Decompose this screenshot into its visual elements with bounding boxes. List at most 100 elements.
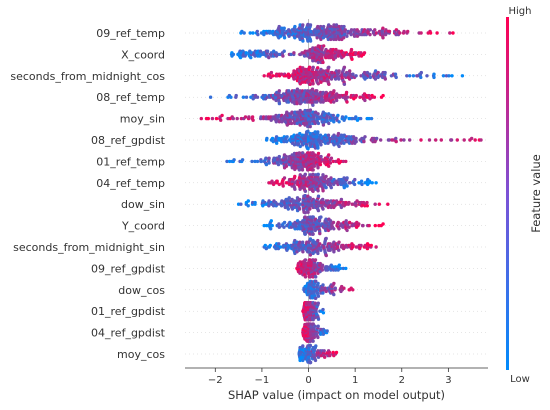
- shap-point: [455, 138, 459, 142]
- shap-point: [298, 108, 302, 113]
- shap-point: [345, 228, 349, 233]
- shap-point: [231, 52, 236, 57]
- shap-point: [323, 286, 327, 290]
- shap-point: [293, 36, 297, 40]
- shap-point: [329, 185, 333, 190]
- shap-point: [235, 116, 239, 121]
- shap-point: [308, 253, 313, 257]
- shap-point: [313, 258, 318, 262]
- shap-point: [332, 281, 336, 286]
- shap-point: [316, 151, 321, 156]
- feature-label: 04_ref_gpdist: [91, 327, 166, 340]
- shap-point: [344, 219, 348, 223]
- shap-point: [479, 138, 483, 142]
- shap-point: [298, 240, 302, 244]
- shap-point: [267, 161, 271, 165]
- shap-point: [269, 70, 274, 75]
- shap-point: [342, 185, 346, 190]
- feature-label: 09_ref_gpdist: [91, 262, 166, 275]
- shap-point: [219, 118, 223, 122]
- shap-point: [312, 335, 316, 340]
- shap-point: [278, 34, 283, 38]
- shap-point: [383, 70, 387, 75]
- shap-point: [323, 120, 327, 124]
- shap-point: [281, 184, 285, 188]
- shap-point: [323, 133, 328, 137]
- shap-point: [318, 162, 323, 167]
- shap-point: [308, 343, 312, 348]
- shap-point: [282, 176, 287, 180]
- shap-point: [300, 168, 305, 172]
- shap-point: [327, 112, 331, 116]
- shap-point: [315, 100, 319, 104]
- shap-point: [387, 138, 392, 142]
- shap-point: [368, 32, 372, 37]
- shap-point: [263, 243, 267, 248]
- shap-point: [243, 115, 248, 119]
- shap-point: [320, 268, 324, 272]
- shap-point: [301, 344, 305, 348]
- shap-point: [332, 292, 336, 297]
- shap-point: [337, 144, 341, 149]
- shap-point: [339, 205, 344, 210]
- shap-point: [301, 80, 305, 84]
- shap-point: [313, 358, 318, 363]
- shap-point: [287, 34, 291, 38]
- shap-point: [341, 159, 346, 164]
- shap-point: [402, 138, 406, 142]
- shap-point: [336, 220, 340, 225]
- shap-point: [462, 138, 466, 142]
- shap-point: [348, 72, 352, 76]
- shap-point: [368, 28, 372, 32]
- shap-point: [394, 139, 398, 144]
- feature-label: moy_cos: [117, 348, 165, 361]
- shap-point: [434, 138, 438, 142]
- shap-point: [354, 204, 358, 208]
- shap-point: [277, 24, 281, 29]
- shap-point: [308, 82, 312, 87]
- shap-point: [319, 37, 323, 42]
- shap-point: [345, 184, 349, 188]
- shap-point: [267, 156, 271, 160]
- shap-point: [316, 238, 320, 243]
- shap-point: [268, 243, 272, 248]
- shap-point: [432, 72, 436, 76]
- shap-point: [277, 89, 281, 93]
- shap-point: [277, 101, 282, 106]
- shap-point: [460, 74, 465, 78]
- shap-point: [365, 70, 370, 75]
- shap-point: [246, 199, 250, 203]
- shap-point: [275, 179, 279, 183]
- shap-point: [363, 135, 367, 139]
- shap-point: [350, 57, 354, 61]
- shap-point: [313, 228, 317, 233]
- shap-point: [365, 200, 369, 205]
- shap-point: [231, 116, 235, 121]
- shap-point: [363, 98, 367, 103]
- shap-point: [435, 31, 439, 35]
- shap-point: [419, 70, 423, 75]
- shap-point: [311, 215, 315, 219]
- shap-point: [342, 176, 346, 180]
- shap-point: [277, 225, 281, 229]
- shap-point: [327, 153, 331, 157]
- shap-point: [334, 350, 339, 355]
- colorbar-gradient: [506, 17, 509, 370]
- shap-point: [311, 232, 315, 236]
- shap-point: [393, 72, 398, 76]
- shap-point: [301, 23, 305, 27]
- shap-point: [337, 77, 341, 81]
- shap-point: [312, 164, 316, 168]
- shap-point: [318, 133, 323, 137]
- shap-point: [333, 55, 338, 60]
- shap-point: [301, 151, 305, 155]
- shap-point: [373, 202, 377, 206]
- shap-point: [408, 74, 412, 78]
- shap-point: [308, 207, 312, 211]
- shap-point: [345, 95, 350, 99]
- shap-point: [301, 250, 305, 254]
- shap-point: [354, 115, 358, 119]
- shap-point: [373, 28, 377, 32]
- shap-point: [373, 69, 378, 73]
- shap-point: [344, 115, 348, 119]
